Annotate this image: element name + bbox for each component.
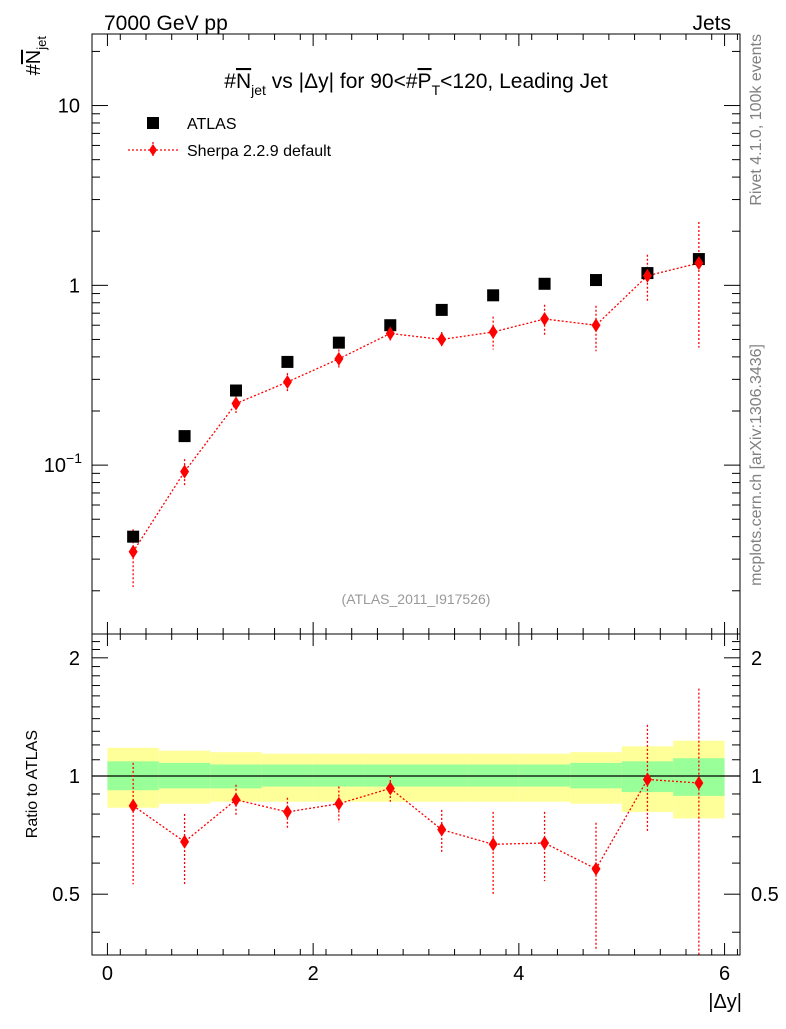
mcplots-citation-label: mcplots.cern.ch [arXiv:1306.3436] (748, 344, 765, 586)
atlas-data-point (332, 336, 345, 349)
sherpa-data-point (180, 464, 190, 479)
sherpa-series-line (132, 262, 700, 553)
atlas-data-point (590, 274, 602, 287)
ratio-sherpa-point (385, 781, 395, 796)
rivet-version-label: Rivet 4.1.0, 100k events (748, 34, 765, 206)
x-tick-label: 2 (308, 963, 319, 985)
title-n-overline: N (236, 70, 251, 93)
x-tick-label: 4 (513, 963, 524, 985)
ratio-y-axis-label: Ratio to ATLAS (24, 730, 41, 838)
chart-marks: 0 2 4 6 10−1 1 10 0.5 0.5 1 1 2 2 (44, 34, 779, 985)
legend-atlas-label: ATLAS (187, 116, 237, 133)
header-process-label: Jets (692, 12, 731, 35)
ratio-tick-label-left: 0.5 (52, 884, 80, 906)
sherpa-data-point (540, 311, 550, 326)
legend-sherpa-marker (149, 144, 157, 156)
ratio-tick-label-right: 1 (751, 766, 762, 788)
sherpa-data-point (488, 325, 498, 340)
ratio-sherpa-point (488, 837, 498, 852)
ratio-sherpa-point (437, 822, 447, 837)
sherpa-data-point (437, 332, 447, 347)
ratio-sherpa-point (591, 861, 601, 876)
legend-atlas-marker (147, 117, 159, 129)
atlas-data-point (384, 319, 397, 332)
legend: ATLAS Sherpa 2.2.9 default (128, 116, 332, 160)
y-tick-label: 1 (69, 275, 80, 297)
ratio-tick-label-right: 0.5 (751, 884, 779, 906)
ratio-sherpa-point (540, 836, 550, 851)
y-tick-label: 10 (58, 96, 80, 118)
ratio-sherpa-point (180, 834, 190, 849)
atlas-data-point (487, 289, 500, 302)
ratio-sherpa-point (231, 792, 241, 807)
analysis-watermark: (ATLAS_2011_I917526) (342, 591, 491, 607)
ratio-sherpa-point (334, 796, 344, 811)
sherpa-data-point (282, 374, 292, 389)
x-tick-label: 6 (719, 963, 730, 985)
ratio-sherpa-point (128, 798, 138, 813)
atlas-data-point (230, 384, 242, 397)
ratio-panel-frame (91, 633, 741, 956)
sherpa-data-point (694, 256, 704, 271)
chart-title: #Njet vs |Δy| for 90<#PT<120, Leading Je… (224, 70, 608, 98)
y-axis-label: #Njet (23, 36, 49, 76)
atlas-data-point (435, 303, 448, 316)
sherpa-data-point (385, 326, 395, 341)
ratio-tick-label-right: 2 (751, 648, 762, 670)
ratio-tick-label-left: 2 (69, 648, 80, 670)
ratio-sherpa-point (694, 775, 704, 790)
sherpa-data-point (231, 396, 241, 411)
ratio-sherpa-point (642, 772, 652, 787)
atlas-data-point (127, 530, 140, 543)
header-energy-label: 7000 GeV pp (104, 12, 228, 35)
atlas-data-point (281, 355, 294, 368)
sherpa-data-point (334, 351, 344, 366)
atlas-data-point (178, 430, 191, 443)
legend-sherpa-label: Sherpa 2.2.9 default (187, 143, 332, 160)
ratio-tick-label-left: 1 (69, 766, 80, 788)
ratio-sherpa-line (132, 778, 699, 870)
ratio-sherpa-point (282, 804, 292, 819)
sherpa-data-point (128, 544, 138, 559)
sherpa-data-point (642, 268, 652, 283)
sherpa-data-point (591, 318, 601, 333)
x-axis-label: |Δy| (708, 991, 742, 1013)
x-tick-label: 0 (102, 963, 113, 985)
y-tick-label: 10−1 (44, 450, 82, 477)
atlas-data-point (538, 277, 551, 290)
